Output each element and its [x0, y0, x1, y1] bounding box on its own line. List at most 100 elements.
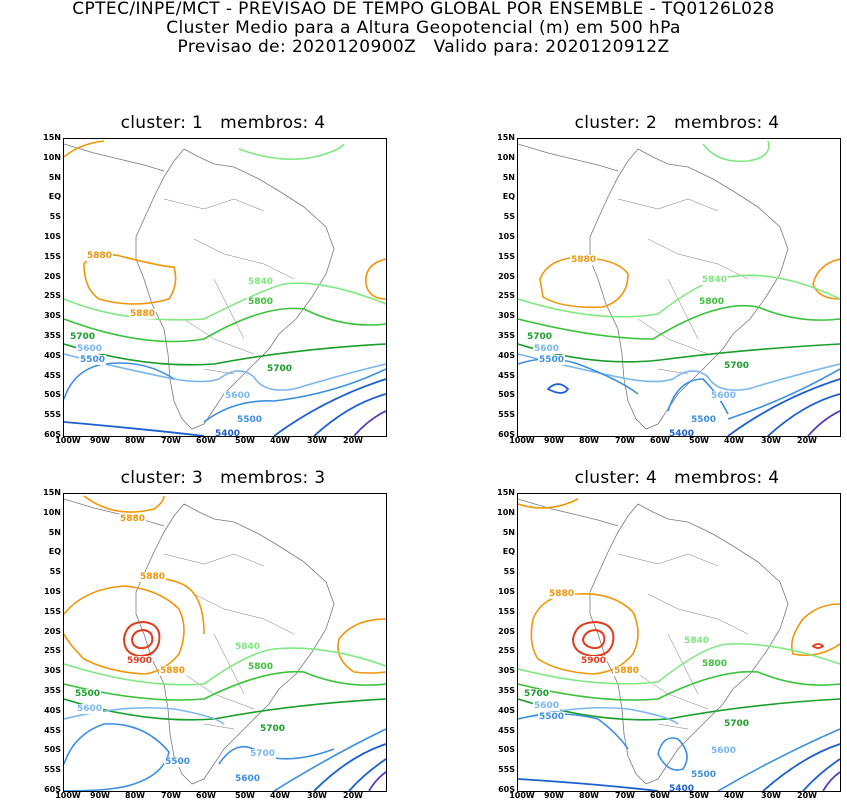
contour-5840-3	[518, 274, 840, 318]
contour-deep-15	[368, 771, 386, 791]
lat-tick-label: 15S	[44, 606, 61, 616]
lon-tick-label: 30W	[761, 436, 781, 445]
contour-label: 5600	[234, 774, 262, 784]
lat-tick-label: 15S	[44, 251, 61, 261]
lat-tick-label: 50S	[44, 745, 61, 755]
lat-tick-label: 30S	[498, 311, 515, 321]
contour-5400-13	[762, 743, 840, 791]
country-borders	[163, 553, 295, 730]
lon-tick-label: 50W	[235, 436, 255, 445]
contour-label: 5880	[129, 309, 157, 319]
contour-5880-2	[83, 253, 177, 305]
lat-tick-label: 25S	[44, 646, 61, 656]
contour-5900-5	[811, 643, 825, 649]
lon-tick-label: 30W	[761, 791, 781, 800]
contour-label: 5500	[538, 355, 566, 365]
lon-tick-label: 70W	[615, 436, 635, 445]
lat-tick-label: 30S	[44, 311, 61, 321]
contour-5400-11	[767, 393, 840, 436]
contour-label: 5500	[690, 415, 718, 425]
lat-tick-label: 15N	[43, 133, 61, 142]
contour-plot	[518, 498, 840, 791]
contour-label: 5600	[224, 391, 252, 401]
contour-5500-9	[727, 368, 840, 420]
contour-label: 5700	[523, 689, 551, 699]
contour-label: 5600	[533, 344, 561, 354]
contour-5500-10	[518, 713, 688, 771]
contour-label: 5880	[159, 666, 187, 676]
cluster-map-1: 5880 5880 5840 5800 5700 5600 5500 5700 5600 5500…	[63, 138, 387, 437]
contour-5400-11	[273, 378, 386, 436]
contour-5880-4	[790, 603, 840, 657]
lat-tick-label: 15N	[497, 133, 515, 142]
contour-5880-1	[64, 585, 185, 675]
lat-tick-label: 50S	[498, 745, 515, 755]
lat-tick-label: 55S	[498, 765, 515, 775]
central-america-coast	[518, 143, 619, 172]
central-america-coast	[64, 143, 165, 172]
contour-5880-1	[64, 140, 105, 158]
lon-tick-label: 40W	[270, 436, 290, 445]
contour-label: 5700	[259, 724, 287, 734]
lon-tick-label: 100W	[509, 791, 535, 800]
lat-tick-label: 25S	[44, 291, 61, 301]
contour-5500-11	[717, 728, 840, 791]
lon-tick-label: 50W	[235, 791, 255, 800]
contour-5400-10	[727, 378, 840, 436]
lon-tick-label: 60W	[650, 791, 670, 800]
contour-5800-5	[64, 307, 386, 343]
lat-tick-label: 60S	[44, 430, 61, 439]
contour-5840-6	[518, 643, 840, 685]
lon-tick-label: 30W	[307, 791, 327, 800]
lat-tick-label: 25S	[498, 646, 515, 656]
contour-5500-10	[64, 723, 170, 791]
contour-5840-6	[64, 647, 386, 686]
contour-5880-1	[539, 256, 629, 309]
lat-tick-label: 30S	[498, 666, 515, 676]
lat-tick-label: 15N	[497, 488, 515, 497]
lat-tick-label: 35S	[498, 331, 515, 340]
country-borders	[617, 198, 749, 375]
contour-label: 5800	[701, 659, 729, 669]
contour-deep-13	[353, 410, 386, 436]
coastline	[135, 148, 335, 430]
lat-tick-label: 20S	[44, 626, 61, 636]
contour-deep-12	[807, 410, 840, 436]
lat-tick-label: 40S	[44, 350, 61, 360]
lat-tick-label: 20S	[498, 271, 515, 281]
lat-tick-label: 60S	[498, 430, 515, 439]
contour-5400-8	[546, 383, 570, 394]
lon-tick-label: 100W	[509, 436, 535, 445]
contour-label: 5600	[76, 344, 104, 354]
contour-5800-7	[64, 670, 386, 701]
contour-label: 5500	[79, 355, 107, 365]
lat-tick-label: 15N	[43, 488, 61, 497]
contour-label: 5900	[126, 656, 154, 666]
lat-tick-label: 10S	[498, 232, 515, 241]
lat-tick-label: 5N	[502, 527, 515, 537]
lat-tick-label: 5S	[503, 212, 515, 222]
contour-5840-0	[238, 143, 345, 161]
lat-tick-label: 10N	[43, 152, 61, 162]
contour-label: 5700	[723, 361, 751, 371]
lon-tick-label: 90W	[544, 436, 564, 445]
lat-tick-label: 55S	[44, 410, 61, 420]
contour-label: 5880	[613, 666, 641, 676]
lat-tick-label: 35S	[44, 686, 61, 695]
lon-tick-label: 20W	[343, 436, 363, 445]
lat-tick-label: 45S	[44, 725, 61, 735]
contour-plot	[64, 495, 386, 791]
lat-tick-label: 45S	[498, 725, 515, 735]
lat-tick-label: 5N	[502, 172, 515, 182]
contour-label: 5880	[548, 589, 576, 599]
contour-label: 5700	[69, 332, 97, 342]
contour-label: 5700	[723, 719, 751, 729]
lat-tick-label: 5N	[48, 527, 61, 537]
header-line-2: Cluster Medio para a Altura Geopotencial…	[166, 18, 681, 38]
lat-tick-label: 25S	[498, 291, 515, 301]
lat-tick-label: 20S	[498, 626, 515, 636]
coastline	[589, 503, 789, 785]
contour-label: 5400	[668, 429, 696, 437]
lat-tick-label: 5S	[49, 567, 61, 577]
contour-label: 5500	[690, 770, 718, 780]
